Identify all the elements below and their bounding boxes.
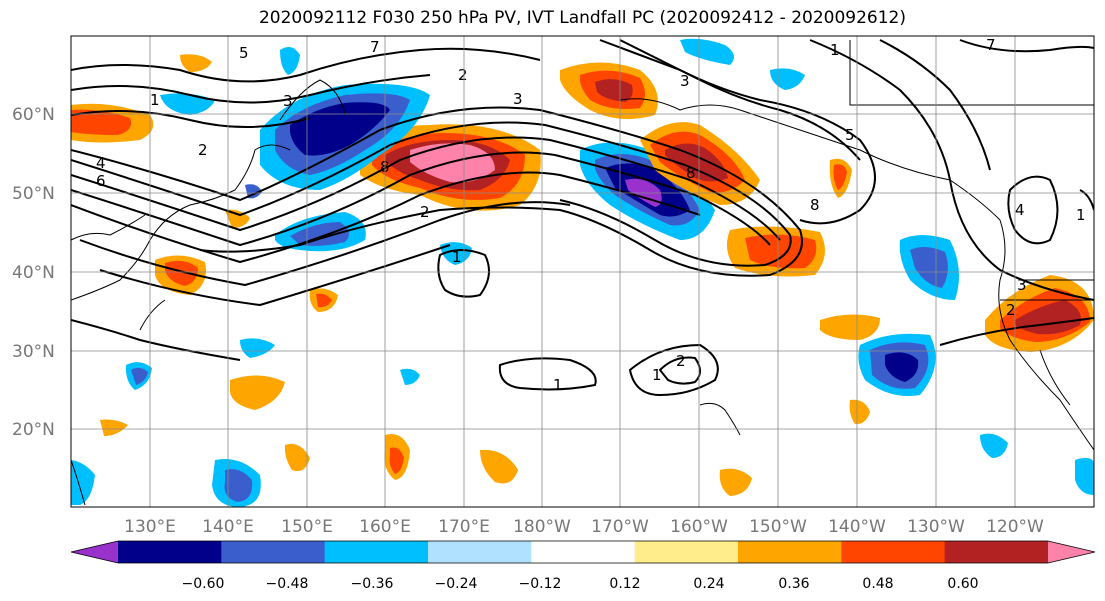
colorbar	[70, 540, 1096, 564]
colorbar-extend-min	[71, 541, 118, 563]
colorbar-tick-label: −0.36	[351, 576, 394, 592]
lat-label: 20°N	[12, 420, 55, 440]
lon-label: 130°E	[124, 517, 176, 537]
lon-label: 160°E	[359, 517, 411, 537]
contour-label: 1	[1076, 206, 1086, 224]
lon-label: 170°W	[591, 517, 649, 537]
contour-labels: 1 2 3 4 5 6 7 8 2 3 2 1 1 1 2 3 8 5 8 7 …	[96, 36, 1086, 394]
latitude-labels: 60°N 50°N 40°N 30°N 20°N	[12, 105, 55, 440]
colorbar-segment	[634, 541, 739, 563]
contour-label: 4	[96, 154, 106, 172]
lon-label: 170°E	[438, 517, 490, 537]
colorbar-tick-label: 0.48	[862, 576, 893, 592]
contour-label: 1	[150, 91, 160, 109]
contour-label: 1	[553, 376, 563, 394]
contour-label: 2	[198, 141, 208, 159]
lon-label: 150°W	[749, 517, 807, 537]
colorbar-outline	[70, 540, 1096, 564]
colorbar-tick-label: −0.60	[182, 576, 225, 592]
lon-label: 140°W	[828, 517, 886, 537]
lat-label: 50°N	[12, 184, 55, 204]
contour-label: 8	[810, 196, 820, 214]
contour-label: 7	[370, 38, 380, 56]
colorbar-tick-label: 0.60	[947, 576, 978, 592]
colorbar-segment	[531, 541, 636, 563]
lon-label: 140°E	[202, 517, 254, 537]
colorbar-segment	[118, 541, 222, 563]
contour-label: 4	[1015, 201, 1025, 219]
map-panel: 1 2 3 4 5 6 7 8 2 3 2 1 1 1 2 3 8 5 8 7 …	[71, 36, 1094, 507]
borders	[849, 40, 1094, 301]
lon-label: 160°W	[670, 517, 728, 537]
map-frame	[70, 35, 1095, 508]
colorbar-segment	[324, 541, 429, 563]
contour-label: 2	[458, 66, 468, 84]
colorbar-tick-label: 0.12	[609, 576, 640, 592]
colorbar-segment	[738, 541, 842, 563]
colorbar-ticks: −0.60 −0.48 −0.36 −0.24 −0.12 0.12 0.24 …	[182, 576, 979, 592]
longitude-labels: 130°E 140°E 150°E 160°E 170°E 180°W 170°…	[124, 517, 1044, 537]
colorbar-extend-max	[1048, 541, 1095, 563]
lat-label: 60°N	[12, 105, 55, 125]
contour-label: 3	[680, 72, 690, 90]
contour-label: 1	[830, 41, 840, 59]
colorbar-segment	[221, 541, 326, 563]
map-title: 2020092112 F030 250 hPa PV, IVT Landfall…	[258, 8, 906, 28]
lat-label: 40°N	[12, 263, 55, 283]
pv-contours	[71, 39, 1094, 397]
contour-label: 2	[676, 352, 686, 370]
colorbar-tick-label: 0.24	[693, 576, 724, 592]
lon-label: 120°W	[986, 517, 1044, 537]
colorbar-tick-label: −0.12	[519, 576, 562, 592]
contour-label: 2	[420, 203, 430, 221]
coastlines	[71, 79, 1094, 506]
colorbar-segment	[428, 541, 532, 563]
contour-label: 5	[239, 44, 249, 62]
lon-label: 130°W	[907, 517, 965, 537]
contour-label: 8	[686, 164, 696, 182]
contour-label: 3	[283, 92, 293, 110]
contour-label: 3	[513, 90, 523, 108]
lon-label: 180°W	[513, 517, 571, 537]
contour-label: 6	[96, 172, 106, 190]
gridlines	[71, 36, 1094, 507]
lat-label: 30°N	[12, 342, 55, 362]
colorbar-tick-label: −0.24	[435, 576, 478, 592]
lon-label: 150°E	[281, 517, 333, 537]
contour-label: 7	[986, 36, 996, 54]
colorbar-tick-label: −0.48	[266, 576, 309, 592]
colorbar-tick-label: 0.36	[778, 576, 809, 592]
colorbar-segment	[944, 541, 1049, 563]
contour-label: 1	[452, 248, 462, 266]
colorbar-segment	[841, 541, 946, 563]
contour-label: 1	[652, 366, 662, 384]
contour-label: 5	[845, 126, 855, 144]
contour-label: 2	[1006, 301, 1016, 319]
contour-label: 3	[1017, 276, 1027, 294]
